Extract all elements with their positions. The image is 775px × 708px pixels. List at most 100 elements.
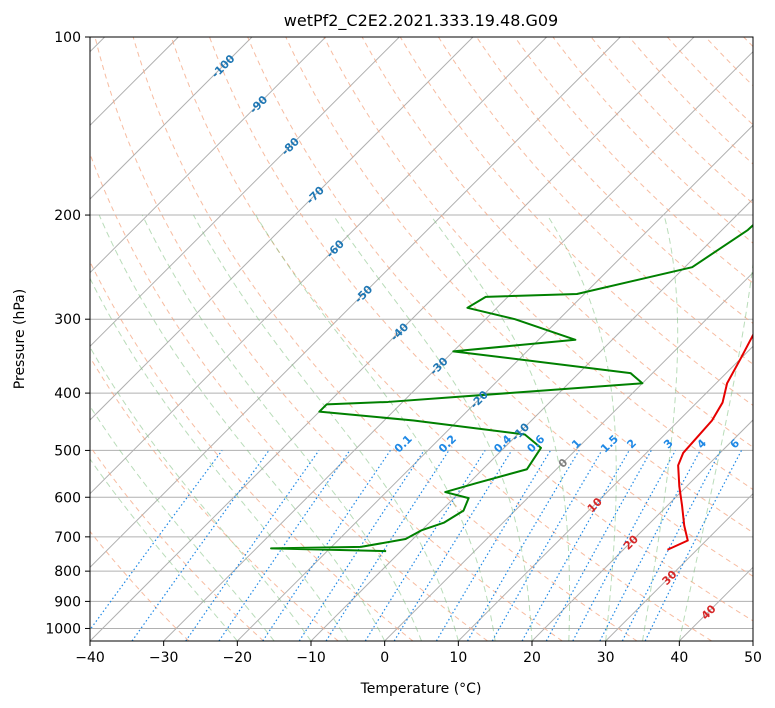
dry-adiabat-line [247, 37, 753, 577]
mixing-ratio-line [393, 450, 513, 641]
mixing-ratio-label: 0.6 [524, 432, 547, 455]
dry-adiabat-line [90, 445, 264, 641]
y-tick-label: 600 [54, 490, 81, 506]
dry-adiabat-line [90, 356, 339, 641]
x-tick-label: 10 [449, 650, 467, 666]
chart-title: wetPf2_C2E2.2021.333.19.48.G09 [284, 11, 558, 31]
temperature-profile-line [667, 333, 753, 551]
isotherm-line [163, 50, 753, 641]
y-tick-label: 500 [54, 443, 81, 459]
dry-adiabat-line [94, 37, 563, 641]
isotherm-label: 0 [556, 456, 571, 471]
isotherm-line [457, 345, 753, 641]
dry-adiabat-line [132, 37, 638, 641]
plot-frame [89, 36, 754, 642]
mixing-ratio-label: 4 [694, 436, 709, 451]
dry-adiabat-line [323, 37, 753, 491]
moist-adiabat-line [90, 346, 312, 641]
x-tick-label: −10 [296, 650, 326, 666]
dry-adiabat-line [514, 37, 753, 284]
mixing-ratio-line [298, 450, 425, 641]
x-tick-label: −20 [223, 650, 253, 666]
y-tick-label: 800 [54, 564, 81, 580]
y-tick-label: 700 [54, 530, 81, 546]
isotherm-line [90, 37, 327, 274]
moist-adiabat-line [90, 458, 238, 641]
mixing-ratio-line [364, 450, 486, 641]
moist-adiabat-line [332, 214, 533, 641]
isotherm-line [236, 124, 753, 641]
x-tick-label: 0 [380, 650, 389, 666]
mixing-ratio-label: 0.2 [436, 432, 459, 455]
dry-adiabat-line [90, 530, 190, 641]
isotherm-line [752, 640, 753, 641]
mixing-ratio-line [325, 450, 450, 641]
mixing-ratio-label: 2 [624, 437, 639, 452]
dry-adiabat-line [285, 37, 753, 534]
dewpoint-profile-line [270, 223, 753, 553]
mixing-ratio-line [491, 450, 603, 641]
dry-adiabat-line [90, 152, 488, 641]
isotherm-line [90, 37, 621, 569]
profiles [270, 223, 753, 553]
moist-adiabat-line [642, 214, 679, 641]
dry-adiabat-line [438, 37, 753, 365]
x-tick-label: 20 [523, 650, 541, 666]
isotherm-line [384, 271, 753, 641]
y-tick-label: 900 [54, 594, 81, 610]
grid-lines [90, 37, 753, 641]
y-tick-label: 200 [54, 208, 81, 224]
isotherm-line [90, 37, 548, 495]
dry-adiabat-line [399, 37, 753, 407]
mixing-ratio-line [599, 450, 701, 641]
isotherm-line [531, 419, 753, 641]
mixing-ratio-line [435, 450, 552, 641]
isotherm-line [605, 492, 753, 641]
isotherm-label: -100 [209, 52, 238, 81]
mixing-ratio-label: 1 [569, 437, 584, 452]
isotherm-label: -90 [247, 93, 270, 116]
y-axis-label: Pressure (hPa) [12, 289, 28, 389]
mixing-ratio-label: 8 [757, 437, 772, 452]
mixing-ratio-line [131, 450, 270, 641]
mixing-ratio-line [90, 450, 223, 631]
y-axis: 1000 900 800 700 600 500 400 300 200 100 [45, 30, 90, 637]
mixing-ratio-label: 0.1 [392, 432, 415, 455]
mixing-ratio-line [545, 450, 652, 641]
isotherm-line [90, 37, 400, 348]
x-tick-label: 30 [597, 650, 615, 666]
x-tick-label: 50 [744, 650, 762, 666]
x-axis-label: Temperature (°C) [360, 681, 482, 697]
mixing-ratio-line [218, 450, 351, 641]
moist-adiabat-line [678, 260, 753, 641]
x-tick-label: 40 [670, 650, 688, 666]
mixing-ratio-line [466, 450, 580, 641]
x-tick-label: −30 [149, 650, 179, 666]
dry-adiabat-line [667, 37, 753, 126]
dry-adiabat-line [209, 37, 753, 622]
x-tick-label: −40 [75, 650, 105, 666]
dry-adiabat-line [705, 37, 753, 87]
dry-adiabat-line [361, 37, 753, 448]
moist-adiabat-line [193, 214, 459, 641]
isotherm-line [90, 37, 474, 421]
y-tick-label: 1000 [45, 621, 81, 637]
moist-adiabat-line [141, 214, 422, 641]
isotherm-line [678, 566, 753, 641]
dry-adiabat-line [590, 37, 753, 205]
reference-lines [90, 37, 753, 641]
dry-adiabat-line [552, 37, 753, 244]
moist-adiabat-line [90, 405, 275, 641]
mixing-ratio-label: 3 [661, 437, 676, 452]
y-tick-label: 300 [54, 312, 81, 328]
x-axis: −40 −30 −20 −10 0 10 20 30 40 50 [75, 641, 762, 666]
mixing-ratio-line [521, 450, 630, 641]
isotherm-line [90, 37, 253, 200]
mixing-ratio-line [572, 450, 677, 641]
y-tick-label: 400 [54, 386, 81, 402]
moist-adiabat-line [429, 214, 571, 641]
dry-adiabat-line [743, 37, 753, 48]
moist-adiabat-line [98, 214, 386, 641]
dry-adiabat-line [90, 260, 414, 641]
